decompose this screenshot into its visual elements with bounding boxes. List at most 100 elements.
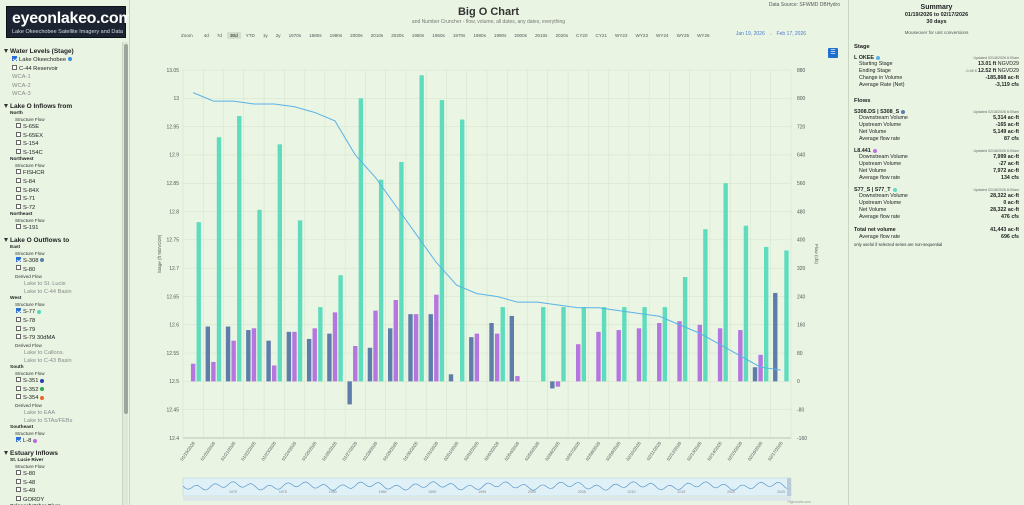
series-option-s-308[interactable]: S-308 xyxy=(16,256,122,266)
series-option-s-80[interactable]: S-80 xyxy=(16,265,122,275)
series-option-gordy[interactable]: GORDY xyxy=(16,495,122,505)
chart-menu-button[interactable]: ☰ xyxy=(828,48,838,58)
series-option-label: S-79 30dMA xyxy=(23,335,56,342)
zoom-button-2020s[interactable]: 2020s xyxy=(555,32,569,38)
series-checkbox[interactable] xyxy=(16,256,21,262)
zoom-button-7d[interactable]: 7d xyxy=(216,32,222,38)
series-option-s-80[interactable]: S-80 xyxy=(16,469,122,479)
bar-l-8 xyxy=(353,346,358,382)
series-checkbox[interactable] xyxy=(16,177,21,183)
series-checkbox[interactable] xyxy=(16,377,21,383)
series-checkbox[interactable] xyxy=(16,169,21,175)
series-checkbox[interactable] xyxy=(16,478,21,484)
zoom-button-2010s[interactable]: 2010s xyxy=(370,32,384,38)
series-option-s-65e[interactable]: S-65E xyxy=(16,122,122,132)
sidebar-scrollbar-thumb[interactable] xyxy=(124,44,128,414)
zoom-button-cy20[interactable]: CY20 xyxy=(576,32,588,38)
zoom-button-2000s[interactable]: 2000s xyxy=(350,32,363,38)
zoom-button-1970s[interactable]: 1970s xyxy=(452,32,466,38)
x-tick-label: 02/05/2026 xyxy=(524,440,541,461)
series-checkbox[interactable] xyxy=(12,64,17,70)
series-option-s-49[interactable]: S-49 xyxy=(16,487,122,496)
series-option-s-84[interactable]: S-84 xyxy=(16,177,122,187)
zoom-button-1980s[interactable]: 1980s xyxy=(309,32,322,38)
series-checkbox[interactable] xyxy=(16,186,21,192)
section-header-lake-o-inflows-from[interactable]: Lake O Inflows from xyxy=(4,102,122,111)
series-option-lake-okeechobee[interactable]: Lake Okeechobee xyxy=(12,55,122,65)
zoom-button-ytd[interactable]: YTD xyxy=(245,32,255,38)
series-option-s-154[interactable]: S-154 xyxy=(16,140,122,149)
series-option-c-44-reservoir[interactable]: C-44 Reservoir xyxy=(12,64,122,74)
series-checkbox[interactable] xyxy=(16,325,21,331)
series-option-s-79-30dma[interactable]: S-79 30dMA xyxy=(16,334,122,343)
zoom-button-wy23[interactable]: WY23 xyxy=(635,32,649,38)
series-option-l-8[interactable]: L-8 xyxy=(16,437,122,446)
series-option-s-72[interactable]: S-72 xyxy=(16,203,122,213)
series-checkbox[interactable] xyxy=(16,140,21,146)
series-checkbox[interactable] xyxy=(16,203,21,209)
series-checkbox[interactable] xyxy=(16,131,21,137)
series-checkbox[interactable] xyxy=(16,334,21,340)
zoom-button-wy25[interactable]: WY25 xyxy=(676,32,690,38)
series-checkbox[interactable] xyxy=(16,495,21,501)
series-checkbox[interactable] xyxy=(16,122,21,128)
section-header-lake-o-outflows-to[interactable]: Lake O Outflows to xyxy=(4,236,122,245)
series-option-label: FISHCR xyxy=(23,170,45,177)
zoom-button-1y[interactable]: 1y xyxy=(262,32,268,38)
series-option-s-71[interactable]: S-71 xyxy=(16,195,122,204)
series-checkbox[interactable] xyxy=(16,224,21,230)
series-option-s-191[interactable]: S-191 xyxy=(16,224,122,233)
bar-s-77 xyxy=(439,100,445,382)
section-header-water-levels-stage[interactable]: Water Levels (Stage) xyxy=(4,47,122,56)
series-option-s-65ex[interactable]: S-65EX xyxy=(16,131,122,141)
series-checkbox[interactable] xyxy=(16,394,21,400)
series-option-s-354[interactable]: S-354 xyxy=(16,394,122,403)
zoom-button-30d[interactable]: 30d xyxy=(227,31,241,39)
zoom-button-1970s[interactable]: 1970s xyxy=(288,32,302,38)
series-checkbox[interactable] xyxy=(16,437,21,443)
zoom-button-2010s[interactable]: 2010s xyxy=(534,32,548,38)
zoom-button-2020s[interactable]: 2020s xyxy=(391,32,404,38)
series-option-s-154c[interactable]: S-154C xyxy=(16,148,122,158)
navigator-scrollbar[interactable] xyxy=(183,497,791,501)
section-header-estuary-inflows[interactable]: Estuary Inflows xyxy=(4,449,122,458)
series-checkbox[interactable] xyxy=(16,148,21,154)
zoom-button-1950s[interactable]: 1950s xyxy=(411,32,425,38)
date-to-input[interactable]: Feb 17, 2026 xyxy=(776,31,806,37)
zoom-button-1980s[interactable]: 1980s xyxy=(473,32,486,38)
zoom-button-cy21[interactable]: CY21 xyxy=(595,32,608,38)
series-option-fishcr[interactable]: FISHCR xyxy=(16,169,122,178)
series-option-s-352[interactable]: S-352 xyxy=(16,385,122,395)
series-option-s-48[interactable]: S-48 xyxy=(16,478,122,488)
zoom-button-2y[interactable]: 2y xyxy=(275,32,281,38)
bar-l-8 xyxy=(292,331,297,382)
series-option-s-84x[interactable]: S-84X xyxy=(16,186,122,196)
zoom-button-wy22[interactable]: WY22 xyxy=(615,32,628,38)
zoom-button-wy24[interactable]: WY24 xyxy=(656,32,669,38)
series-checkbox[interactable] xyxy=(16,385,21,391)
series-option-s-351[interactable]: S-351 xyxy=(16,377,122,386)
zoom-button-1960s[interactable]: 1960s xyxy=(432,32,445,38)
navigator-handle[interactable] xyxy=(787,478,791,496)
date-from-input[interactable]: Jan 19, 2026 xyxy=(735,31,765,37)
zoom-button-wy26[interactable]: WY26 xyxy=(697,32,710,38)
chart-credit: Highcharts.com xyxy=(787,500,811,504)
zoom-button-2000s[interactable]: 2000s xyxy=(514,32,527,38)
series-checkbox[interactable] xyxy=(16,317,21,323)
series-checkbox[interactable] xyxy=(16,308,21,314)
series-checkbox[interactable] xyxy=(16,487,21,493)
zoom-button-1990s[interactable]: 1990s xyxy=(493,32,507,38)
series-checkbox[interactable] xyxy=(12,55,17,61)
zoom-button-4d[interactable]: 4d xyxy=(203,32,209,38)
summary-line-value: 476 cfs xyxy=(1001,214,1019,221)
series-option-s-79[interactable]: S-79 xyxy=(16,325,122,335)
sidebar: eyeonlakeo.com Lake Okeechobee Satellite… xyxy=(0,0,130,505)
series-checkbox[interactable] xyxy=(16,265,21,271)
zoom-button-1990s[interactable]: 1990s xyxy=(329,32,343,38)
sidebar-scrollbar[interactable] xyxy=(122,42,128,505)
series-checkbox[interactable] xyxy=(16,469,21,475)
series-option-s-78[interactable]: S-78 xyxy=(16,317,122,326)
site-logo[interactable]: eyeonlakeo.com Lake Okeechobee Satellite… xyxy=(6,6,129,38)
series-option-s-77[interactable]: S-77 xyxy=(16,308,122,317)
series-checkbox[interactable] xyxy=(16,195,21,201)
